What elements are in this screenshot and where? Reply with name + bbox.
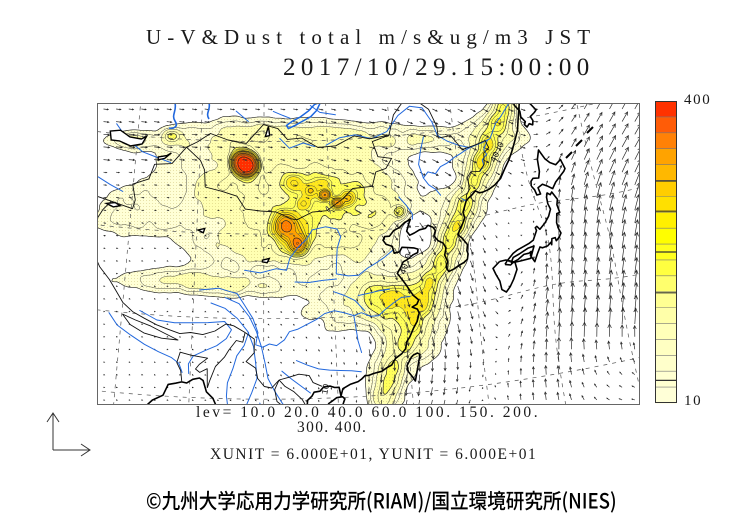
svg-text:10: 10 [320, 383, 332, 396]
